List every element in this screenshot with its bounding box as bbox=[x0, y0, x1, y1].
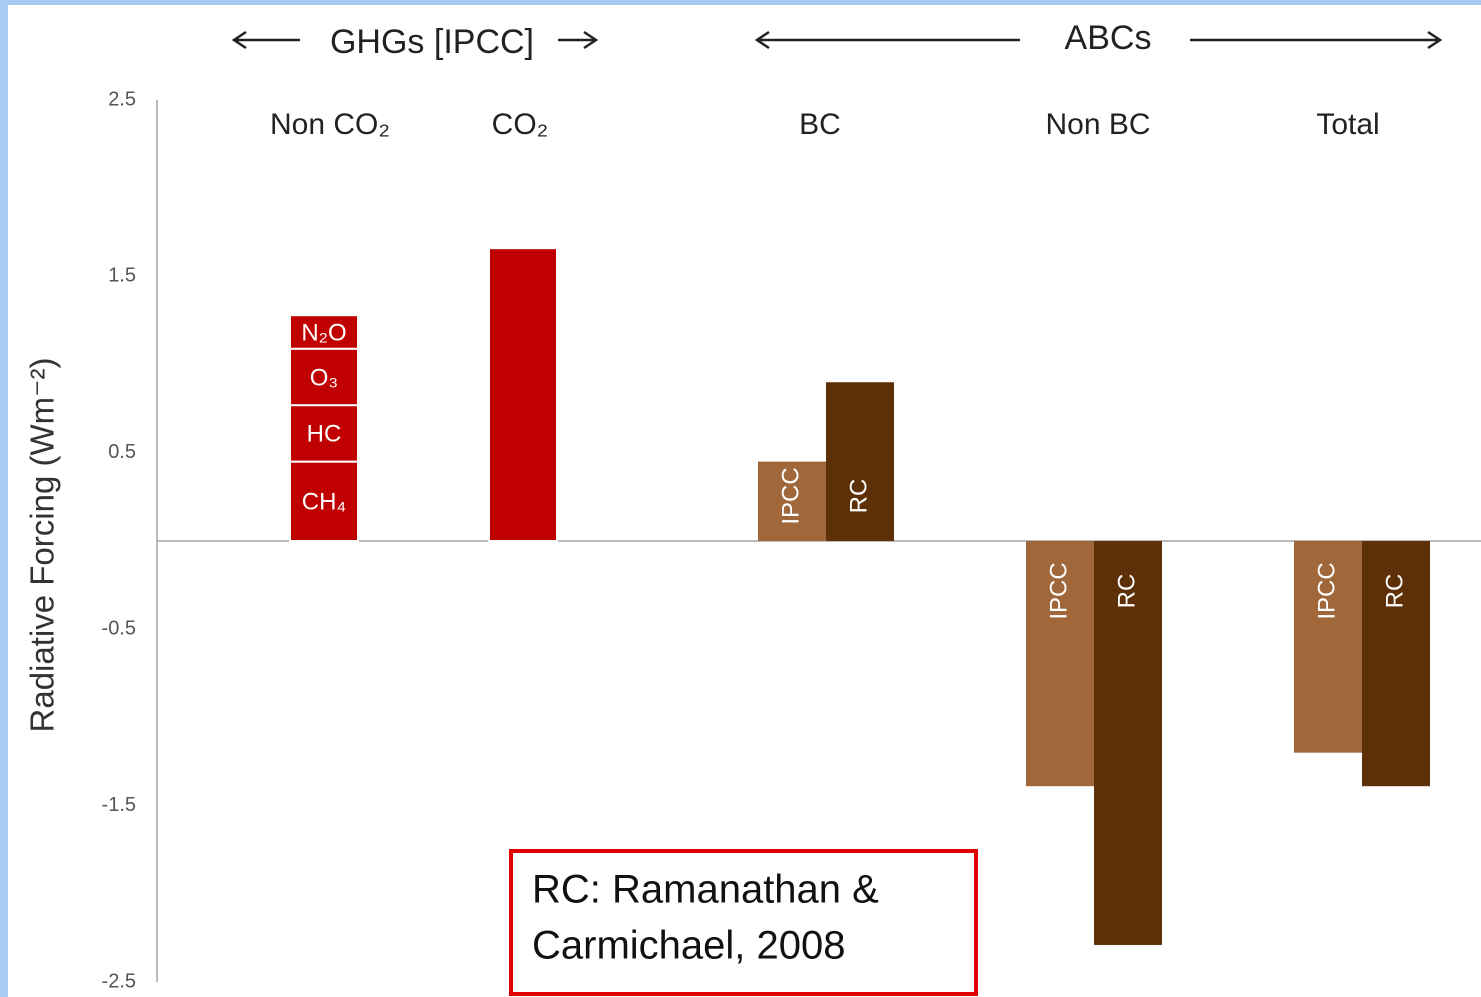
x-category-label: Total bbox=[1316, 108, 1379, 141]
bar-label: RC bbox=[1113, 574, 1140, 609]
bar bbox=[289, 347, 359, 407]
bar bbox=[488, 247, 558, 542]
bar bbox=[1362, 541, 1430, 787]
y-axis-label: Radiative Forcing (Wm⁻²) bbox=[24, 358, 61, 733]
segment-label: HC bbox=[307, 421, 342, 448]
group-label: ABCs bbox=[1065, 19, 1152, 57]
bar bbox=[758, 461, 826, 541]
segment-label: CH₄ bbox=[302, 489, 346, 516]
y-tick-label: 0.5 bbox=[108, 441, 136, 463]
group-label: GHGs [IPCC] bbox=[330, 23, 534, 61]
segment-label: N₂O bbox=[301, 319, 346, 346]
x-category-label: Non BC bbox=[1045, 108, 1150, 141]
segment-label: O₃ bbox=[310, 364, 338, 391]
x-category-label: BC bbox=[799, 108, 841, 141]
background bbox=[8, 5, 1481, 997]
annotation: Carmichael, 2008 bbox=[532, 924, 846, 968]
y-tick-label: -1.5 bbox=[102, 794, 136, 816]
y-tick-label: -2.5 bbox=[102, 970, 136, 992]
y-tick-label: 1.5 bbox=[108, 265, 136, 287]
bar-label: IPCC bbox=[1045, 562, 1072, 619]
bar bbox=[826, 382, 894, 541]
y-tick-label: 2.5 bbox=[108, 88, 136, 110]
bar bbox=[1026, 541, 1094, 787]
y-tick-label: -0.5 bbox=[102, 617, 136, 639]
bar bbox=[289, 314, 359, 350]
bar-label: RC bbox=[1381, 574, 1408, 609]
bar-label: RC bbox=[845, 479, 872, 514]
bar-label: IPCC bbox=[1313, 562, 1340, 619]
annotation: RC: Ramanathan & bbox=[532, 868, 879, 912]
bar bbox=[1294, 541, 1362, 753]
bar bbox=[289, 460, 359, 542]
group-arrows bbox=[231, 30, 1443, 50]
bar bbox=[289, 404, 359, 463]
bar-label: IPCC bbox=[777, 467, 804, 524]
annotation-box bbox=[509, 849, 978, 996]
x-category-label: CO₂ bbox=[492, 108, 549, 141]
bar bbox=[1094, 541, 1162, 945]
x-category-label: Non CO₂ bbox=[270, 108, 390, 141]
